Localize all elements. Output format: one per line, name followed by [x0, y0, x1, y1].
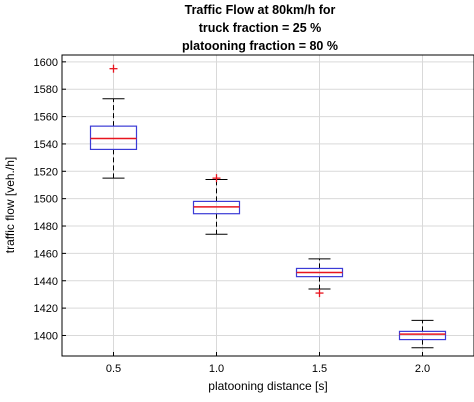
y-tick-label: 1460 — [34, 248, 58, 260]
x-tick-label: 0.5 — [106, 363, 121, 375]
y-tick-label: 1580 — [34, 84, 58, 96]
y-tick-label: 1400 — [34, 330, 58, 342]
box-1.5 — [295, 258, 344, 298]
outlier-marker — [109, 64, 118, 73]
y-tick-label: 1440 — [34, 276, 58, 288]
y-tick-label: 1520 — [34, 166, 58, 178]
iqr-box — [398, 330, 447, 341]
x-axis-label: platooning distance [s] — [208, 379, 327, 393]
outlier-marker — [315, 289, 324, 298]
box-1.0 — [192, 174, 241, 235]
y-tick-label: 1600 — [34, 57, 58, 69]
title-line-3: platooning fraction = 80 % — [182, 39, 338, 53]
box-0.5 — [89, 64, 138, 179]
y-tick-label: 1500 — [34, 194, 58, 206]
axis-ticks: 1400 1420 1440 1460 1480 1500 1520 1540 1560 1580… — [34, 57, 431, 375]
plot-area — [89, 64, 447, 349]
y-axis-label: traffic flow [veh./h] — [3, 157, 17, 254]
x-tick-label: 1.5 — [312, 363, 327, 375]
y-tick-label: 1560 — [34, 112, 58, 124]
box-2.0 — [398, 319, 447, 349]
x-tick-label: 1.0 — [209, 363, 224, 375]
grid-lines — [62, 55, 474, 356]
y-tick-label: 1480 — [34, 221, 58, 233]
title-line-2: truck fraction = 25 % — [199, 21, 322, 35]
outlier-marker — [212, 174, 221, 183]
x-tick-label: 2.0 — [415, 363, 430, 375]
y-tick-label: 1540 — [34, 139, 58, 151]
title-line-1: Traffic Flow at 80km/h for — [185, 3, 336, 17]
chart-title: Traffic Flow at 80km/h for truck fractio… — [182, 3, 338, 53]
y-tick-label: 1420 — [34, 303, 58, 315]
plot-frame — [61, 54, 474, 357]
